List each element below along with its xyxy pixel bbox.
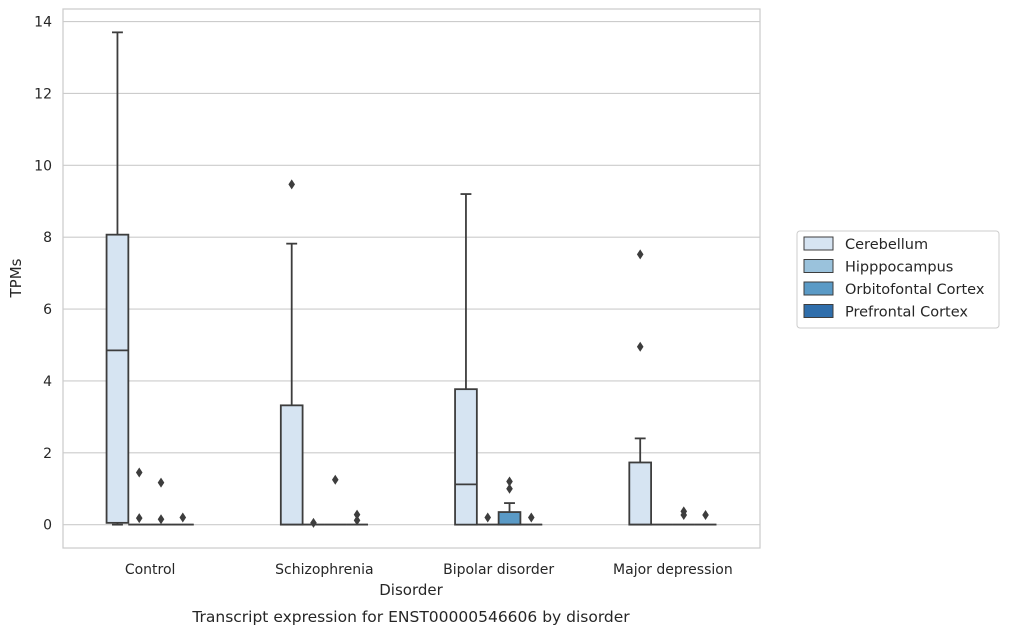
legend: Cerebellum Hipppocampus Orbitofontal Corte… xyxy=(796,230,1000,329)
box-group xyxy=(324,474,347,526)
box-group xyxy=(279,179,304,526)
outlier-point xyxy=(527,512,535,523)
outlier-point xyxy=(331,474,339,485)
y-tick-label: 12 xyxy=(34,86,52,102)
x-axis-title: Disorder xyxy=(379,581,443,599)
plot-frame xyxy=(62,8,761,549)
legend-frame xyxy=(796,230,1000,329)
outlier-point xyxy=(636,341,644,352)
y-tick-label: 0 xyxy=(43,518,52,534)
outlier-point xyxy=(353,515,361,526)
legend-swatch xyxy=(803,259,834,273)
box-iqr xyxy=(454,388,478,526)
x-ticks: Control Schizophrenia Bipolar disorder Majo… xyxy=(125,562,733,578)
box-group xyxy=(150,477,172,526)
box-group xyxy=(105,31,130,526)
outlier-point xyxy=(702,509,709,520)
legend-label: Cerebellum xyxy=(845,237,928,253)
y-tick-label: 2 xyxy=(43,446,52,462)
outlier-point xyxy=(157,477,165,488)
x-tick-label: Major depression xyxy=(613,562,733,578)
x-tick-label: Bipolar disorder xyxy=(443,562,554,578)
legend-label: Hipppocampus xyxy=(845,260,953,276)
y-ticks: 0 2 4 6 8 10 12 14 xyxy=(34,15,52,534)
box-iqr xyxy=(105,233,130,524)
legend-label: Orbitofontal Cortex xyxy=(845,282,985,298)
box-group xyxy=(497,476,522,526)
y-tick-label: 4 xyxy=(43,374,52,390)
y-tick-label: 10 xyxy=(34,158,52,174)
chart-caption: Transcript expression for ENST0000054660… xyxy=(191,608,630,626)
outlier-point xyxy=(179,512,187,523)
outlier-point xyxy=(135,467,143,478)
box-group xyxy=(694,509,717,526)
legend-swatch xyxy=(803,304,834,318)
box-group xyxy=(520,512,543,526)
y-axis-title: TPMs xyxy=(7,258,25,298)
box-group xyxy=(171,512,194,526)
outlier-point xyxy=(506,476,513,487)
box-group xyxy=(672,506,695,526)
x-tick-label: Control xyxy=(125,562,176,578)
box-iqr xyxy=(497,511,522,526)
legend-label: Prefrontal Cortex xyxy=(845,305,968,321)
outlier-point xyxy=(680,506,688,517)
legend-swatch xyxy=(803,281,834,296)
outlier-point xyxy=(484,512,492,523)
y-tick-label: 6 xyxy=(43,302,52,318)
outlier-point xyxy=(288,179,296,190)
grid-lines xyxy=(63,21,760,526)
outlier-point xyxy=(353,509,361,520)
y-tick-label: 14 xyxy=(34,15,52,31)
box-group xyxy=(476,512,499,526)
outlier-point xyxy=(135,513,143,524)
outlier-point xyxy=(636,249,644,260)
x-tick-label: Schizophrenia xyxy=(275,562,373,578)
box-group xyxy=(454,193,478,526)
outlier-point xyxy=(506,483,513,494)
box-group xyxy=(346,509,368,526)
box-group xyxy=(628,249,652,526)
box-group xyxy=(302,517,325,528)
boxes xyxy=(105,31,717,528)
y-tick-label: 8 xyxy=(43,230,52,246)
legend-swatch xyxy=(803,236,834,251)
outlier-point xyxy=(310,517,317,528)
box-iqr xyxy=(628,461,652,526)
outlier-point xyxy=(157,514,165,525)
box-iqr xyxy=(279,404,304,526)
box-group xyxy=(128,467,151,526)
